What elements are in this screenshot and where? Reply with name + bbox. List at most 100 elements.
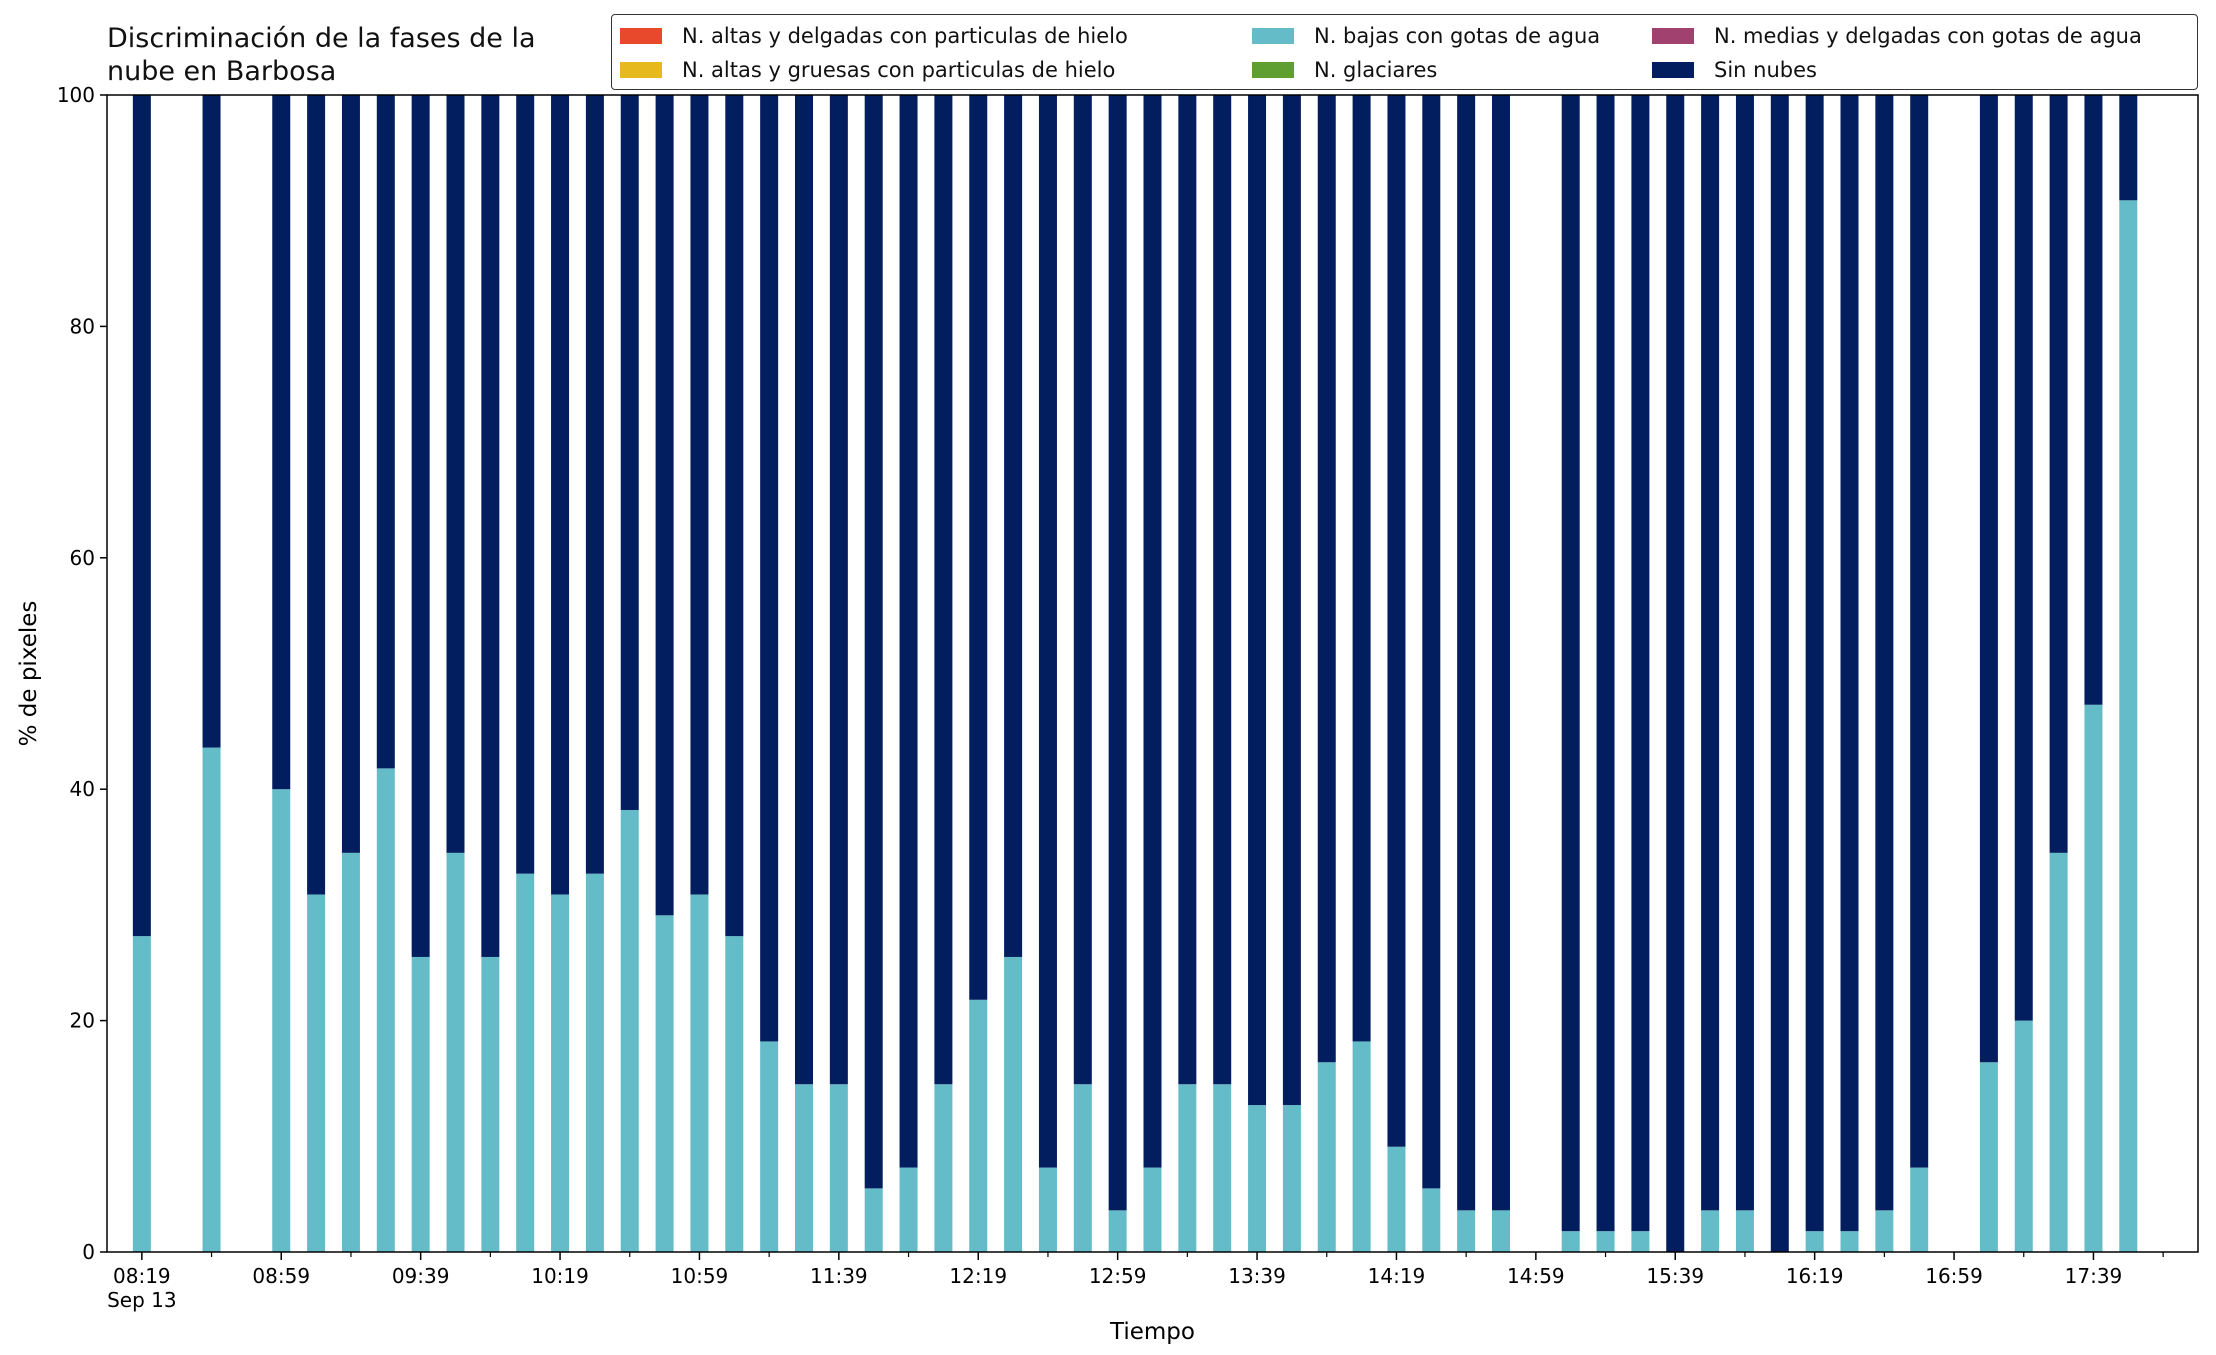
bar-segment bbox=[202, 95, 221, 748]
bar-segment bbox=[760, 95, 779, 1042]
bar-segment bbox=[620, 95, 639, 811]
bar-segment bbox=[307, 95, 326, 895]
bar-segment bbox=[1631, 95, 1650, 1232]
bar-segment bbox=[690, 894, 709, 1252]
bar-segment bbox=[1840, 95, 1859, 1232]
bar-segment bbox=[376, 768, 395, 1252]
bar-segment bbox=[655, 915, 674, 1252]
plot-frame bbox=[106, 94, 2199, 1253]
bar-segment bbox=[1596, 95, 1615, 1232]
bar-segment bbox=[2049, 852, 2068, 1252]
bar-segment bbox=[829, 1084, 848, 1252]
bar-segment bbox=[1979, 1062, 1998, 1252]
x-tick-label: 12:59 bbox=[1089, 1264, 1147, 1288]
bar-segment bbox=[1979, 95, 1998, 1063]
x-tick-label: 14:19 bbox=[1368, 1264, 1426, 1288]
bar-segment bbox=[1004, 956, 1023, 1252]
legend: N. altas y delgadas con particulas de hi… bbox=[611, 14, 2198, 90]
y-axis-title: % de pixeles bbox=[16, 601, 42, 747]
bar-segment bbox=[272, 789, 291, 1252]
legend-item: N. altas y gruesas con particulas de hie… bbox=[620, 57, 1115, 83]
bar-segment bbox=[1735, 95, 1754, 1211]
bar-segment bbox=[446, 95, 465, 853]
bar-segment bbox=[2014, 95, 2033, 1021]
legend-swatch bbox=[1652, 62, 1694, 78]
legend-label: N. altas y gruesas con particulas de hie… bbox=[682, 58, 1116, 82]
bar-segment bbox=[1387, 95, 1406, 1147]
legend-label: N. medias y delgadas con gotas de agua bbox=[1714, 24, 2142, 48]
legend-swatch bbox=[1252, 28, 1294, 44]
x-tick-label: 08:59 bbox=[252, 1264, 310, 1288]
legend-swatch bbox=[1252, 62, 1294, 78]
bar-segment bbox=[1073, 95, 1092, 1085]
legend-item: N. glaciares bbox=[1252, 57, 1437, 83]
bar-segment bbox=[1701, 1210, 1720, 1252]
bar-segment bbox=[307, 894, 326, 1252]
bar-segment bbox=[132, 936, 151, 1252]
legend-label: Sin nubes bbox=[1714, 58, 1817, 82]
bar-segment bbox=[585, 873, 604, 1252]
bar-segment bbox=[1143, 95, 1162, 1168]
bar-segment bbox=[1631, 1231, 1650, 1252]
legend-item: N. medias y delgadas con gotas de agua bbox=[1652, 23, 2142, 49]
bar-segment bbox=[1038, 95, 1057, 1168]
bar-segment bbox=[1282, 95, 1301, 1106]
y-tick-label: 80 bbox=[70, 314, 95, 338]
bar-segment bbox=[1422, 1188, 1441, 1252]
bar-segment bbox=[1248, 95, 1267, 1106]
bar-segment bbox=[1387, 1146, 1406, 1252]
x-date-label: Sep 13 bbox=[107, 1288, 177, 1312]
bar-segment bbox=[1317, 95, 1336, 1063]
bar-segment bbox=[1457, 1210, 1476, 1252]
bar-segment bbox=[516, 873, 535, 1252]
x-tick-label: 15:39 bbox=[1646, 1264, 1704, 1288]
x-axis: 08:19 08:59 09:39 10:19 10:59 11:39 12:19 12:59… bbox=[113, 1252, 2164, 1288]
bar-segment bbox=[376, 95, 395, 769]
x-tick-label: 10:59 bbox=[671, 1264, 729, 1288]
y-axis: 0 20 40 60 80 100 bbox=[57, 83, 107, 1264]
bar-segment bbox=[969, 95, 988, 1000]
bar-segment bbox=[202, 747, 221, 1252]
bar-segment bbox=[969, 999, 988, 1252]
bar-segment bbox=[795, 1084, 813, 1252]
bar-segment bbox=[1561, 1231, 1580, 1252]
bar-segment bbox=[1038, 1167, 1057, 1252]
bar-segment bbox=[1213, 1084, 1232, 1252]
legend-item: N. bajas con gotas de agua bbox=[1252, 23, 1600, 49]
bar-segment bbox=[795, 95, 813, 1085]
legend-label: N. glaciares bbox=[1314, 58, 1438, 82]
x-tick-label: 12:19 bbox=[949, 1264, 1007, 1288]
x-tick-label: 11:39 bbox=[810, 1264, 868, 1288]
bar-segment bbox=[481, 95, 500, 957]
x-tick-label: 10:19 bbox=[531, 1264, 589, 1288]
bar-segment bbox=[1910, 95, 1929, 1168]
bar-segment bbox=[516, 95, 535, 874]
bar-segment bbox=[1805, 1231, 1824, 1252]
bar-segment bbox=[899, 95, 918, 1168]
bar-segment bbox=[585, 95, 604, 874]
bar-segment bbox=[1422, 95, 1441, 1189]
bar-segment bbox=[864, 1188, 883, 1252]
y-tick-label: 20 bbox=[70, 1009, 95, 1033]
bar-segment bbox=[1178, 1084, 1197, 1252]
bar-segment bbox=[829, 95, 848, 1085]
bar-segment bbox=[1910, 1167, 1929, 1252]
bar-segment bbox=[1352, 95, 1371, 1042]
bar-segment bbox=[2119, 95, 2138, 201]
legend-swatch bbox=[620, 28, 662, 44]
bar-segment bbox=[1875, 95, 1894, 1211]
legend-label: N. altas y delgadas con particulas de hi… bbox=[682, 24, 1128, 48]
bar-segment bbox=[1108, 95, 1127, 1211]
x-tick-label: 16:59 bbox=[1925, 1264, 1983, 1288]
bars-layer bbox=[132, 95, 2138, 1253]
bar-segment bbox=[1805, 95, 1824, 1232]
legend-item: Sin nubes bbox=[1652, 57, 1817, 83]
legend-item: N. altas y delgadas con particulas de hi… bbox=[620, 23, 1128, 49]
y-tick-label: 100 bbox=[57, 83, 95, 107]
bar-segment bbox=[725, 936, 744, 1252]
bar-segment bbox=[551, 894, 570, 1252]
bar-segment bbox=[690, 95, 709, 895]
bar-segment bbox=[1004, 95, 1023, 957]
bar-segment bbox=[1457, 95, 1476, 1211]
